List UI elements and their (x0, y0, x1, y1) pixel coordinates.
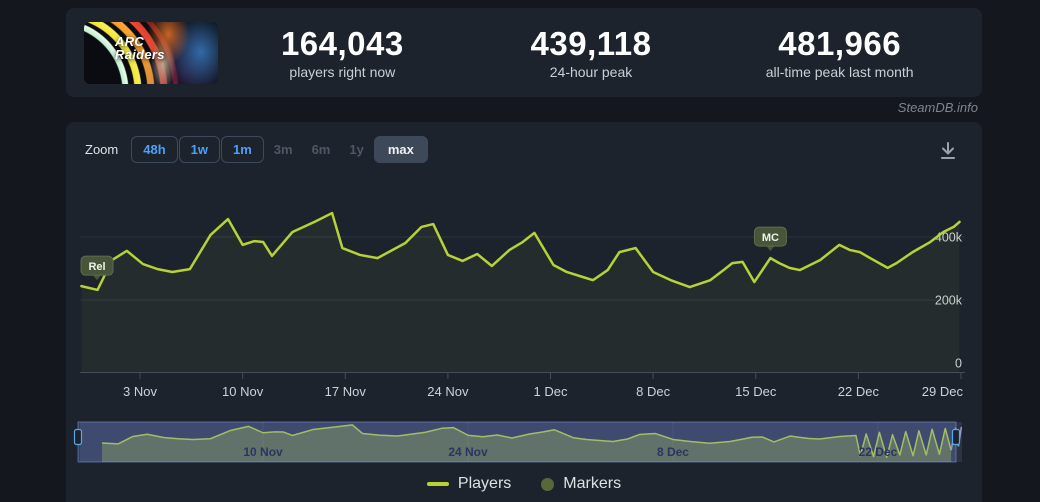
stat-label: players right now (289, 63, 396, 80)
legend-item-players[interactable]: Players (426, 475, 512, 493)
capsule-game-title: ARC Raiders (115, 35, 165, 61)
markers-dot-swatch (541, 477, 555, 491)
game-capsule-image[interactable]: ARC Raiders (84, 21, 218, 84)
zoom-button-1m[interactable]: 1m (220, 136, 264, 163)
zoom-toolbar: Zoom 48h 1w 1m 3m 6m 1y max (85, 136, 429, 163)
zoom-button-max[interactable]: max (373, 136, 428, 163)
zoom-buttons: 48h 1w 1m 3m 6m 1y max (131, 136, 429, 163)
capsule-characters-art (84, 21, 218, 84)
stat-value: 164,043 (280, 24, 404, 62)
players-line-swatch (426, 482, 449, 486)
stat-value: 439,118 (530, 24, 652, 62)
zoom-button-48h[interactable]: 48h (131, 136, 178, 163)
stat-value: 481,966 (778, 24, 902, 62)
download-icon (941, 142, 955, 159)
player-stats: 164,043 players right now 439,118 24-hou… (218, 24, 964, 80)
stat-label: all-time peak last month (765, 63, 914, 80)
capsule-title-line1: ARC (115, 33, 145, 49)
stat-label: 24-hour peak (549, 63, 633, 80)
zoom-label: Zoom (85, 142, 119, 157)
zoom-button-3m: 3m (265, 136, 302, 163)
stat-24h-peak: 439,118 24-hour peak (467, 24, 716, 80)
stat-current-players: 164,043 players right now (218, 24, 467, 80)
stat-alltime-peak: 481,966 all-time peak last month (715, 24, 964, 80)
chart-panel (66, 122, 982, 502)
legend-item-markers[interactable]: Markers (541, 475, 621, 493)
chart-legend: Players Markers (66, 475, 982, 493)
legend-label: Markers (563, 475, 622, 492)
zoom-button-1y: 1y (340, 136, 372, 163)
download-chart-button[interactable] (936, 139, 960, 163)
steamdb-watermark: SteamDB.info (897, 100, 978, 115)
capsule-title-line2: Raiders (115, 46, 165, 62)
zoom-button-1w[interactable]: 1w (178, 136, 220, 163)
zoom-button-6m: 6m (303, 136, 340, 163)
legend-label: Players (457, 475, 512, 492)
header-panel: ARC Raiders 164,043 players right now 43… (66, 8, 982, 97)
